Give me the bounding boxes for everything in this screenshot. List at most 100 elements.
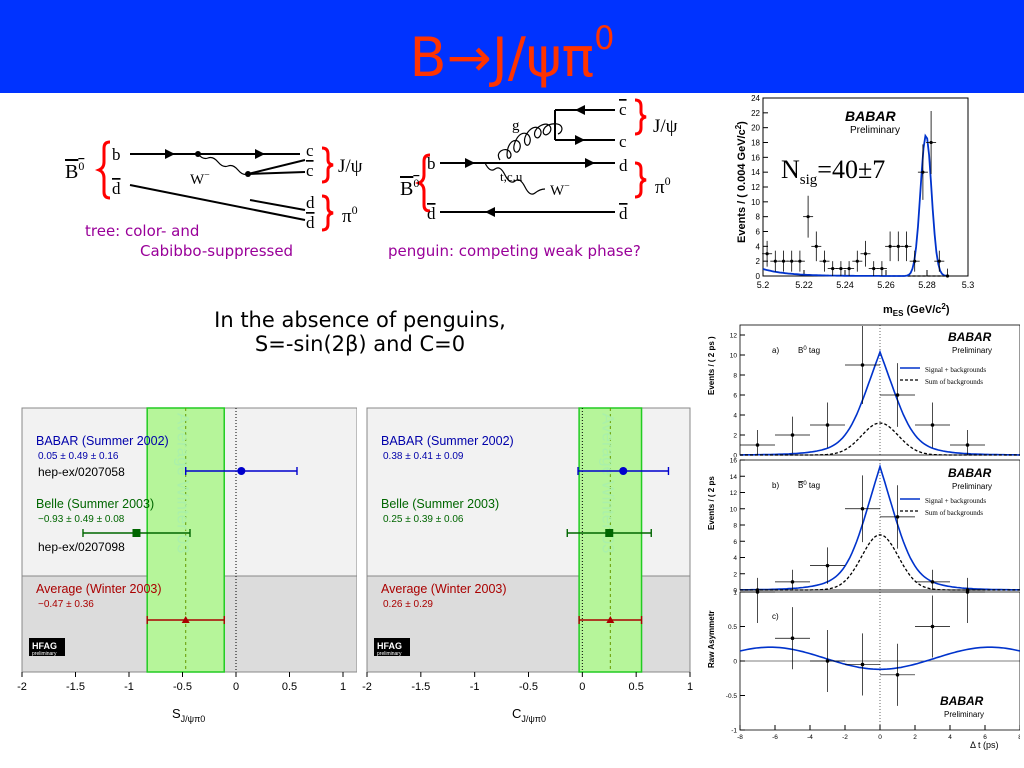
x-tick-label: -1.5 [411, 681, 430, 693]
avg-title: Average (Winter 2003) [381, 582, 507, 596]
y-tick-label: -1 [731, 728, 737, 735]
signal-curve [740, 349, 1020, 456]
data-point [860, 506, 865, 511]
b-label: b [427, 154, 436, 173]
x-tick-label: 1 [687, 681, 693, 693]
y-tick-label: 4 [733, 555, 737, 562]
w-label: W− [190, 170, 210, 188]
nsig-label: Nsig=40±7 [781, 155, 885, 188]
data-point [765, 252, 769, 256]
brace [414, 153, 431, 213]
data-point [181, 616, 190, 623]
penguin-feynman-diagram: g b t,c,u B0 W− d c c d d J/ψ π0 [400, 98, 678, 223]
data-point [872, 266, 876, 271]
y-tick-label: 6 [756, 228, 761, 237]
y-tick-label: 2 [733, 571, 737, 578]
x-tick-label: -0.5 [519, 681, 538, 693]
x-tick-label: 6 [983, 734, 987, 741]
b0-label: B0 [400, 176, 419, 200]
band-label: Average Winter 03 [598, 413, 617, 553]
penguin-caption: penguin: competing weak phase? [388, 242, 641, 260]
x-tick-label: 5.26 [877, 280, 895, 290]
panel-frame [739, 324, 1020, 456]
c-line [247, 159, 306, 175]
ylabel-a: Events / ( 2 ps ) [707, 336, 716, 395]
y-tick-label: 6 [733, 539, 737, 546]
data-point [921, 170, 925, 174]
ylabel-c: Raw Asymmetr [707, 610, 716, 668]
w-boson-line [197, 153, 249, 176]
c-label: c [306, 141, 314, 160]
data-point [937, 259, 941, 263]
tree-caption-line1: tree: color- and [85, 222, 200, 240]
y-tick-label: 20 [751, 124, 760, 133]
delta-t-plots: 0 2 4 6 8 10 12 0 2 4 6 8 10 12 14 16 -1 -0.5 0 0.5 1 -8 -6 -4 -… [707, 324, 1020, 750]
data-point [945, 274, 950, 278]
dt-xlabel: Δ t (ps) [970, 740, 999, 750]
avg-title: Average (Winter 2003) [36, 582, 162, 596]
x-tick-label: 2 [913, 734, 917, 741]
x-tick-label: -8 [737, 734, 743, 741]
babar-logo: BABAR [948, 466, 992, 480]
g-label: g [512, 118, 520, 134]
ylabel-b: Events / ( 2 ps [707, 476, 716, 530]
preliminary-label: Preliminary [944, 710, 984, 719]
y-tick-label: -0.5 [726, 693, 738, 700]
data-point [806, 215, 810, 219]
data-point [773, 259, 777, 263]
data-point [825, 659, 830, 663]
data-point [132, 529, 141, 537]
babar-ref: hep-ex/0207058 [38, 465, 125, 479]
x-tick-label: 8 [1018, 734, 1020, 741]
babar-title: BABAR (Summer 2002) [36, 434, 169, 448]
y-tick-label: 12 [730, 333, 738, 340]
babar-title: BABAR (Summer 2002) [381, 434, 514, 448]
d-label: d [306, 193, 315, 212]
panel-a-label: a) [772, 346, 779, 355]
x-tick-label: 5.2 [757, 280, 770, 290]
statement-line1: In the absence of penguins, [214, 308, 506, 332]
brace [634, 98, 647, 136]
gluon-line [497, 123, 563, 161]
y-tick-label: 8 [733, 373, 737, 380]
x-tick-label: -0.5 [173, 681, 192, 693]
data-point [930, 423, 935, 427]
y-tick-label: 16 [751, 153, 760, 162]
hfag-logo-text: HFAG [32, 641, 57, 651]
w-loop [484, 162, 546, 195]
data-point [822, 259, 827, 263]
x-tick-label: -1.5 [66, 681, 85, 693]
data-point [781, 259, 786, 263]
y-tick-label: 12 [730, 490, 738, 497]
legend-bkg: Sum of backgrounds [925, 378, 983, 386]
y-tick-label: 1 [733, 590, 737, 597]
data-point [790, 433, 795, 437]
y-tick-label: 4 [756, 242, 761, 251]
preliminary-label: Preliminary [952, 346, 992, 355]
d-line [249, 199, 306, 211]
legend-signal: Signal + backgrounds [925, 497, 986, 505]
data-point [825, 563, 830, 568]
babar-logo: BABAR [948, 330, 992, 344]
hfag-logo [29, 638, 65, 656]
data-point [825, 423, 830, 427]
data-point [930, 624, 935, 629]
y-tick-label: 16 [730, 458, 738, 465]
data-point [790, 259, 794, 263]
brace [321, 194, 334, 232]
data-point [904, 244, 909, 248]
data-point [839, 266, 843, 271]
preliminary-label: Preliminary [850, 125, 900, 136]
d-label: d [619, 156, 628, 175]
y-tick-label: 0 [733, 588, 737, 595]
data-point [755, 443, 760, 447]
y-tick-label: 2 [756, 257, 761, 266]
data-point [831, 266, 835, 271]
w-label: W− [550, 181, 570, 199]
legend-bkg: Sum of backgrounds [925, 509, 983, 517]
x-tick-label: -2 [362, 681, 372, 693]
babar-logo: BABAR [845, 108, 896, 124]
belle-title: Belle (Summer 2003) [36, 497, 154, 511]
panel-c-label: c) [772, 612, 779, 621]
statement: In the absence of penguins, S=-sin(2β) a… [150, 308, 570, 356]
